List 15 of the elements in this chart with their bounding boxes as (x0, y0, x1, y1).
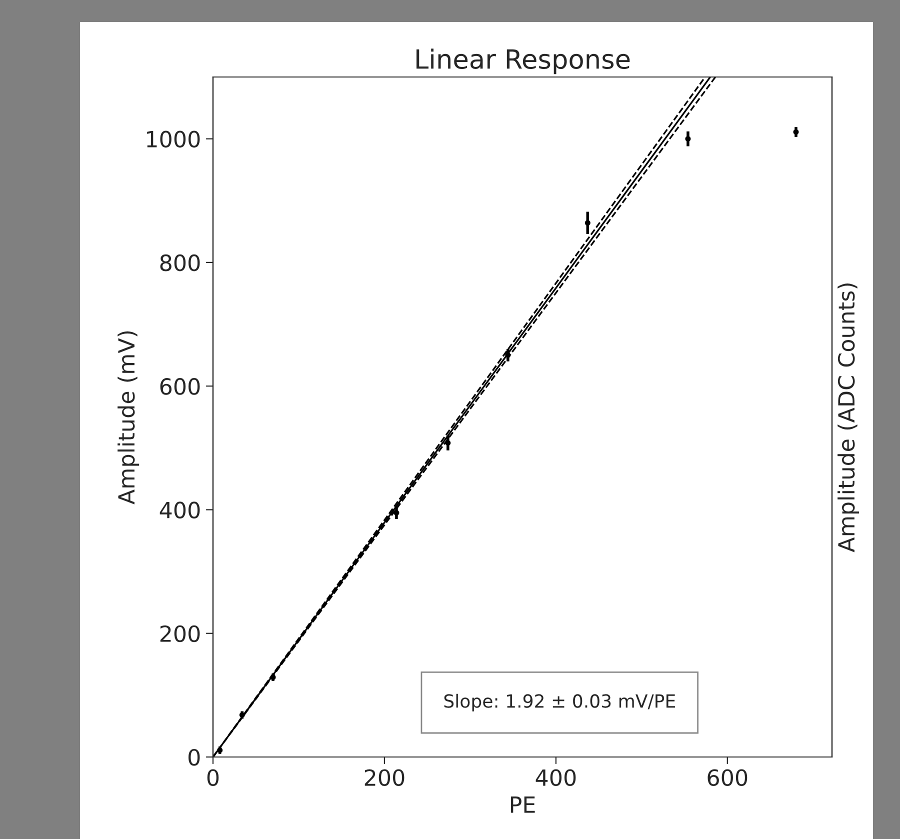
x-tick-label: 400 (536, 769, 576, 786)
x-axis-title: PE (510, 796, 535, 813)
annotation: Slope: 1.92 ± 0.03 mV/PE (444, 694, 675, 712)
y-axis-title: Amplitude (mV) (118, 331, 140, 504)
chart-title: Linear Response (416, 48, 630, 74)
x-tick-label: 200 (364, 769, 404, 786)
x-tick-label: 0 (207, 769, 219, 786)
y-tick-label: 200 (160, 625, 200, 642)
y-tick-label: 600 (160, 378, 200, 395)
y2-axis-title: Amplitude (ADC Counts) (838, 284, 860, 552)
x-tick-label: 600 (708, 769, 748, 786)
y-tick-label: 1000 (147, 130, 200, 148)
y-tick-label: 800 (160, 254, 200, 272)
y-tick-label: 0 (188, 748, 200, 766)
y-tick-label: 400 (160, 502, 200, 518)
